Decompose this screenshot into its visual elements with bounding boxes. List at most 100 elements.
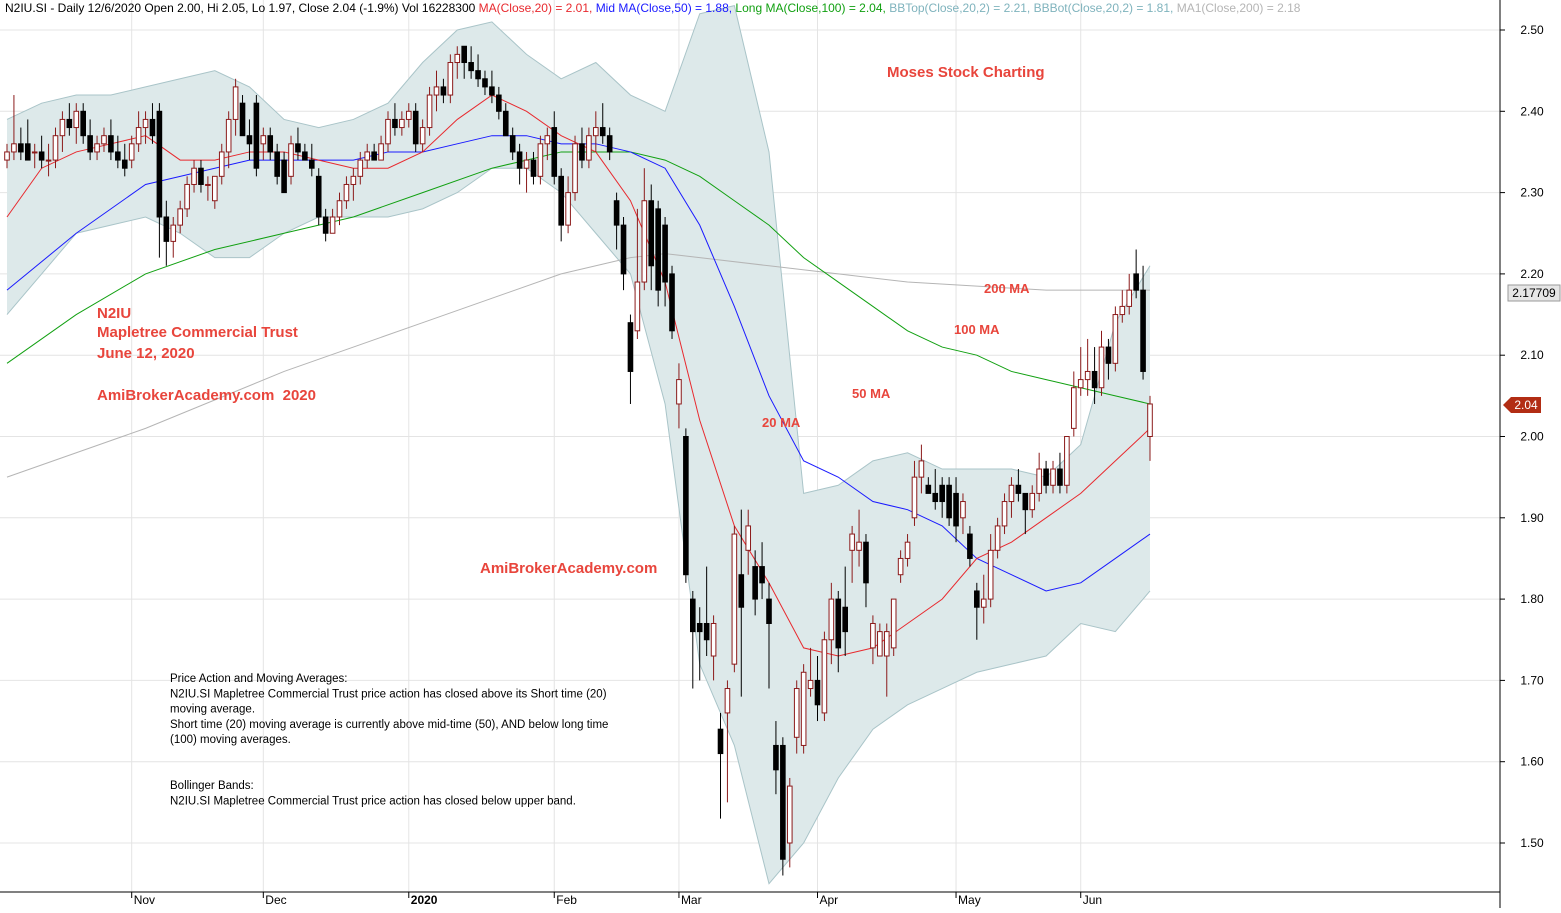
candle [731, 525, 738, 673]
candle-body [1008, 484, 1015, 503]
candle-body [385, 118, 391, 145]
candle-body [613, 200, 620, 226]
candle [974, 582, 980, 640]
candle [163, 200, 170, 266]
candle [939, 477, 945, 518]
candle-body [24, 143, 31, 161]
candle [572, 135, 578, 201]
candle [683, 428, 689, 583]
candle-body [433, 86, 440, 96]
candle-body [558, 175, 564, 226]
candle-body [260, 135, 267, 145]
candle [156, 103, 163, 258]
note-line: (100) moving averages. [170, 734, 291, 746]
candle [1029, 485, 1036, 518]
candle-body [475, 70, 481, 80]
ma200-value-text: 2.17709 [1512, 286, 1556, 300]
candle-body [128, 143, 135, 161]
candle [1022, 492, 1029, 535]
candle [599, 103, 606, 144]
candle [745, 509, 752, 575]
candle [281, 151, 287, 194]
candle-body [620, 224, 627, 275]
candle [870, 615, 876, 665]
candle [710, 615, 717, 681]
ticker-label: N2IU [97, 305, 131, 322]
site-year-label: AmiBrokerAcademy.com 2020 [97, 387, 316, 404]
candle [759, 542, 765, 600]
candle [606, 127, 613, 161]
candle-body [835, 598, 842, 649]
candle [392, 103, 398, 136]
candle-body [253, 102, 260, 169]
candle [1001, 493, 1008, 535]
candle-body [18, 143, 24, 153]
candle-body [11, 143, 17, 153]
candle-body [59, 118, 66, 137]
ma200-label: 200 MA [984, 281, 1030, 296]
candle [191, 160, 197, 193]
candle [309, 143, 315, 177]
candle-body [38, 151, 45, 161]
candle [343, 176, 350, 209]
candle-body [1043, 468, 1049, 486]
header-segment: Mid MA(Close,50) = 1.88, [596, 1, 736, 15]
candle [877, 623, 883, 657]
price-axis: 1.50 1.60 1.70 1.80 1.90 2.00 2.10 2.20 2.30 2.40… [1499, 0, 1544, 908]
candle [205, 176, 211, 201]
ma50-label: 50 MA [852, 386, 891, 401]
candle-body [101, 135, 107, 145]
candle-body [315, 175, 322, 218]
candle [371, 143, 377, 161]
y-tick-label: 1.90 [1520, 511, 1544, 525]
note-line: Bollinger Bands: [170, 780, 254, 792]
candle [1140, 265, 1146, 380]
candle [752, 550, 758, 616]
candle-body [883, 631, 890, 657]
candle [967, 525, 973, 567]
candle-body [1084, 370, 1091, 381]
candle-body [184, 183, 190, 210]
candle [613, 192, 620, 250]
candle-body [551, 127, 558, 177]
candle-body [703, 622, 710, 641]
candle-body [4, 151, 10, 161]
x-tick-label: Dec [265, 893, 286, 907]
ma200-value-tag [1507, 284, 1561, 302]
note-line: Price Action and Moving Averages: [170, 673, 348, 685]
candle-body [1119, 305, 1126, 316]
candle [946, 477, 952, 526]
candle-body [177, 208, 183, 226]
candle-body [780, 744, 786, 860]
candle-body [759, 566, 765, 584]
candle [1071, 371, 1077, 437]
candle-body [1126, 289, 1133, 307]
candle [433, 70, 440, 112]
candle [101, 127, 107, 152]
note-line: Short time (20) moving average is curren… [170, 719, 608, 731]
x-tick-label: Feb [556, 893, 577, 907]
candle [288, 135, 294, 185]
candle-body [745, 525, 752, 551]
candle [627, 314, 634, 404]
candle-body [198, 167, 204, 185]
candle-body [648, 200, 655, 267]
candle-body [66, 118, 73, 129]
candle [821, 631, 828, 722]
ma100-line [6, 151, 1151, 405]
candle-body [468, 62, 474, 72]
candle [724, 680, 731, 803]
candle-body [807, 679, 814, 690]
candle [1084, 338, 1091, 396]
candle-body [399, 118, 405, 129]
candle-body [731, 533, 738, 665]
y-tick-label: 1.70 [1520, 673, 1544, 687]
candle-body [974, 590, 980, 608]
candle [1008, 477, 1015, 518]
candle-body [482, 78, 488, 88]
candle-body [523, 159, 530, 169]
candle-body [946, 484, 952, 519]
candle-body [911, 476, 918, 519]
candle [863, 534, 869, 608]
candle [4, 143, 10, 169]
